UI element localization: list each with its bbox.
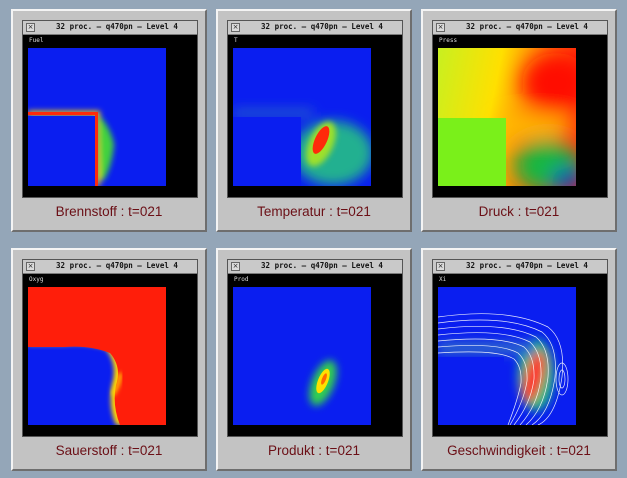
window-title: 32 proc. – q470pn – Level 4 (261, 22, 383, 31)
panel-fuel: × 32 proc. – q470pn – Level 4 Fuel Brenn… (11, 9, 207, 232)
close-icon[interactable]: × (26, 262, 35, 271)
window-title: 32 proc. – q470pn – Level 4 (466, 22, 588, 31)
window-titlebar[interactable]: × 32 proc. – q470pn – Level 4 (433, 260, 607, 274)
window-title: 32 proc. – q470pn – Level 4 (56, 261, 178, 270)
close-icon[interactable]: × (231, 262, 240, 271)
panel-caption: Produkt : t=021 (268, 443, 360, 458)
variable-label: Prod (234, 276, 249, 283)
oxygen-field-plot (28, 287, 166, 425)
close-icon[interactable]: × (231, 23, 240, 32)
pressure-field-plot (438, 48, 576, 186)
product-field-plot (233, 287, 371, 425)
viewer-window-velocity[interactable]: × 32 proc. – q470pn – Level 4 Xi (432, 259, 608, 437)
panel-caption: Sauerstoff : t=021 (55, 443, 163, 458)
variable-label: T (234, 37, 238, 44)
viewer-window-oxygen[interactable]: × 32 proc. – q470pn – Level 4 Oxyg (22, 259, 198, 437)
panel-oxygen: × 32 proc. – q470pn – Level 4 Oxyg Sauer… (11, 248, 207, 471)
panel-temperature: × 32 proc. – q470pn – Level 4 T Temperat… (216, 9, 412, 232)
viewer-window-product[interactable]: × 32 proc. – q470pn – Level 4 Prod (227, 259, 403, 437)
window-titlebar[interactable]: × 32 proc. – q470pn – Level 4 (23, 21, 197, 35)
window-titlebar[interactable]: × 32 proc. – q470pn – Level 4 (433, 21, 607, 35)
viewer-window-fuel[interactable]: × 32 proc. – q470pn – Level 4 Fuel (22, 20, 198, 198)
velocity-field-plot (438, 287, 576, 425)
window-titlebar[interactable]: × 32 proc. – q470pn – Level 4 (23, 260, 197, 274)
temperature-field-plot (233, 48, 371, 186)
viewer-window-pressure[interactable]: × 32 proc. – q470pn – Level 4 Press (432, 20, 608, 198)
variable-label: Fuel (29, 37, 44, 44)
close-icon[interactable]: × (436, 23, 445, 32)
fuel-field-plot (28, 48, 166, 186)
panel-caption: Brennstoff : t=021 (55, 204, 163, 219)
viewer-window-temperature[interactable]: × 32 proc. – q470pn – Level 4 T (227, 20, 403, 198)
window-titlebar[interactable]: × 32 proc. – q470pn – Level 4 (228, 21, 402, 35)
variable-label: Press (439, 37, 458, 44)
panel-velocity: × 32 proc. – q470pn – Level 4 Xi (421, 248, 617, 471)
panel-caption: Temperatur : t=021 (257, 204, 371, 219)
window-titlebar[interactable]: × 32 proc. – q470pn – Level 4 (228, 260, 402, 274)
panel-product: × 32 proc. – q470pn – Level 4 Prod Produ… (216, 248, 412, 471)
window-title: 32 proc. – q470pn – Level 4 (466, 261, 588, 270)
variable-label: Xi (439, 276, 447, 283)
window-title: 32 proc. – q470pn – Level 4 (56, 22, 178, 31)
close-icon[interactable]: × (436, 262, 445, 271)
panel-pressure: × 32 proc. – q470pn – Level 4 Press (421, 9, 617, 232)
panel-caption: Geschwindigkeit : t=021 (447, 443, 591, 458)
close-icon[interactable]: × (26, 23, 35, 32)
variable-label: Oxyg (29, 276, 44, 283)
panel-caption: Druck : t=021 (478, 204, 560, 219)
window-title: 32 proc. – q470pn – Level 4 (261, 261, 383, 270)
